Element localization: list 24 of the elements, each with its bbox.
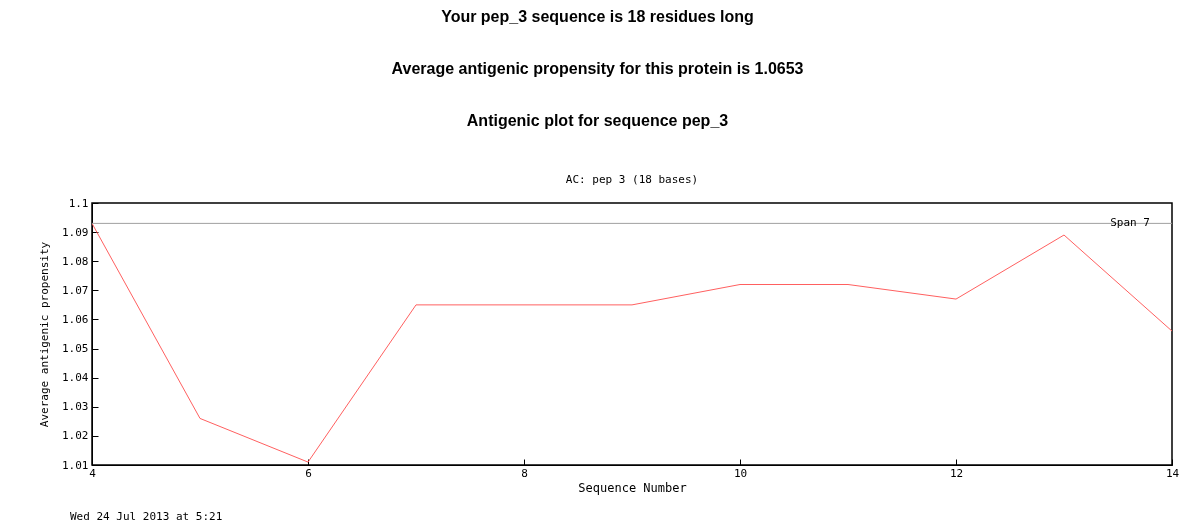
y-tick-label: 1.06 (62, 312, 89, 326)
y-tick-label: 1.02 (62, 429, 89, 443)
x-tick-label: 4 (89, 466, 97, 480)
x-axis-title: Sequence Number (578, 480, 687, 495)
y-tick-label: 1.1 (68, 196, 89, 210)
chart-title: Your pep_3 sequence is 18 residues long (440, 8, 755, 26)
x-tick-label: 8 (521, 466, 528, 480)
y-tick-label: 1.04 (62, 371, 89, 385)
y-tick-label: 1.08 (62, 254, 89, 268)
x-tick-label: 10 (733, 466, 748, 480)
text: AC: pep 3 (18 bases) (565, 173, 699, 186)
y-tick-label: 1.07 (62, 283, 89, 297)
y-tick-label: 1.05 (62, 342, 89, 356)
x-tick-label: 14 (1165, 466, 1180, 480)
text: Antigenic plot for sequence pep_3 (465, 112, 730, 130)
y-tick-label: 1.09 (62, 225, 89, 239)
y-tick-label: 1.03 (62, 400, 89, 414)
chart-subtitle: Average antigenic propensity for this protein is 1.0653 (390, 60, 805, 78)
x-tick-label: 6 (305, 466, 312, 480)
y-axis-title: Average antigenic propensity (38, 241, 52, 428)
text: Wed 24 Jul 2013 at 5:21 (70, 510, 223, 523)
x-tick-label: 12 (949, 466, 964, 480)
y-tick-label: 1.01 (62, 458, 89, 472)
ref-line-label: Span 7 (1110, 216, 1150, 230)
